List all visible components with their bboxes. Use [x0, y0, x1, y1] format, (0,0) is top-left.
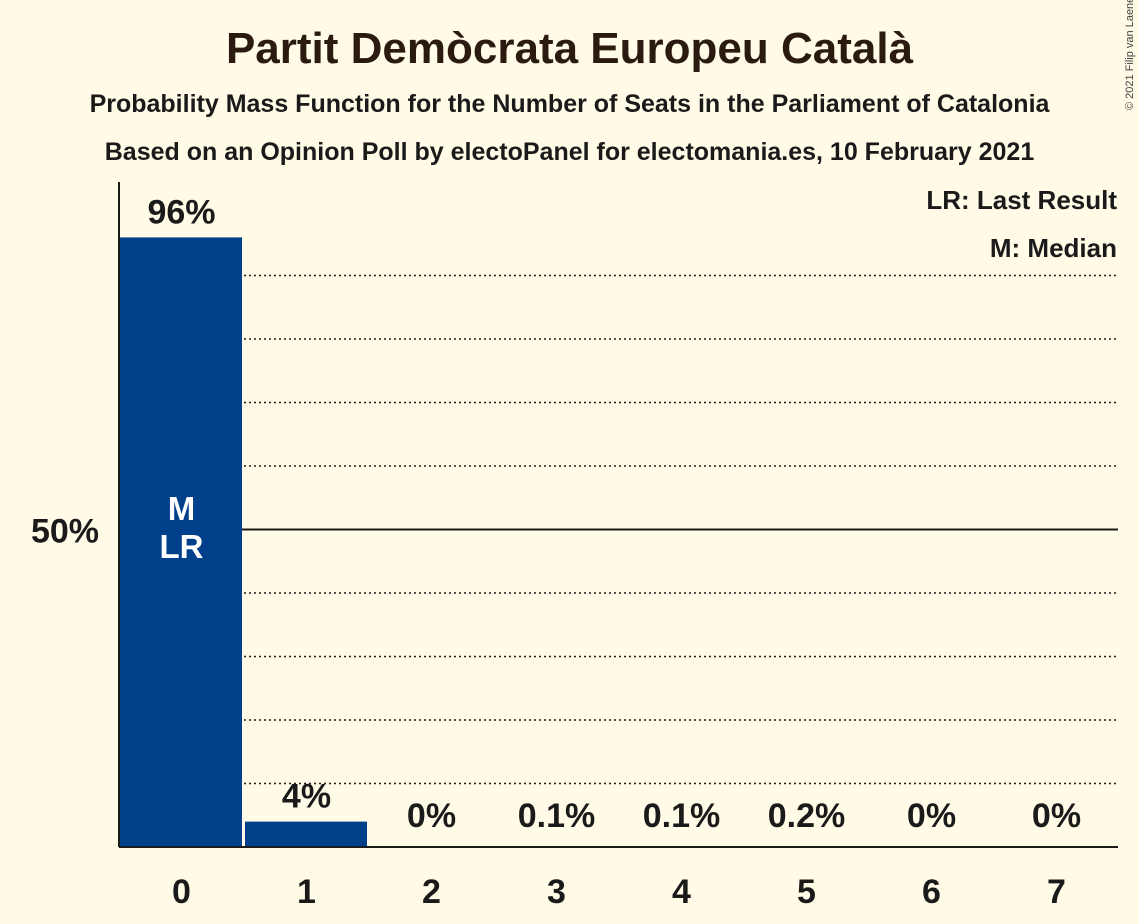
bar-value-label: 0% — [907, 797, 956, 835]
bar-value-label: 0.1% — [643, 797, 721, 835]
bar-value-label: 0% — [407, 797, 456, 835]
x-tick-label: 4 — [672, 873, 691, 911]
x-tick-label: 6 — [922, 873, 941, 911]
legend-median: M: Median — [990, 233, 1117, 263]
bar-value-label: 0% — [1032, 797, 1081, 835]
last-result-marker: LR — [160, 528, 204, 565]
bar-value-label: 0.2% — [768, 797, 846, 835]
bar-value-label: 96% — [147, 193, 215, 231]
y-tick-label: 50% — [31, 513, 99, 551]
x-tick-label: 7 — [1047, 873, 1066, 911]
bar-value-label: 4% — [282, 778, 331, 816]
chart-source: Based on an Opinion Poll by electoPanel … — [104, 138, 1035, 166]
median-marker: M — [168, 490, 196, 527]
chart-subtitle: Probability Mass Function for the Number… — [89, 90, 1050, 118]
x-tick-label: 2 — [422, 873, 441, 911]
x-tick-label: 0 — [172, 873, 191, 911]
legend-last-result: LR: Last Result — [926, 185, 1117, 215]
bar-value-label: 0.1% — [518, 797, 596, 835]
bar-seats-1 — [245, 821, 367, 847]
x-tick-label: 5 — [797, 873, 816, 911]
x-tick-label: 3 — [547, 873, 566, 911]
chart-title: Partit Demòcrata Europeu Català — [225, 24, 914, 73]
bar-seats-0 — [120, 237, 242, 847]
x-tick-label: 1 — [297, 873, 316, 911]
